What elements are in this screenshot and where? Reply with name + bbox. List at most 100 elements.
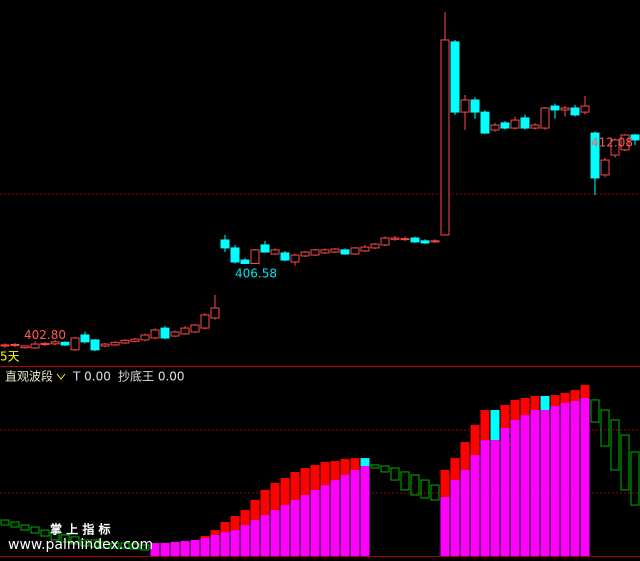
cap-bar [530, 395, 540, 411]
candle-body [550, 105, 560, 111]
base-bar [160, 543, 170, 556]
green-box [90, 539, 100, 548]
cap-bar [350, 458, 360, 470]
candle-body [460, 99, 470, 113]
green-box [610, 419, 620, 471]
base-bar [440, 496, 450, 556]
candle-body [70, 337, 80, 351]
base-bar [310, 489, 320, 556]
base-bar [340, 475, 350, 556]
cap-bar [200, 536, 210, 538]
candle-body [310, 249, 320, 256]
cap-bar [250, 500, 260, 520]
candle-body [230, 247, 240, 263]
cap-bar [470, 424, 480, 456]
green-box [420, 479, 430, 499]
green-box [0, 519, 10, 526]
base-bar [330, 480, 340, 556]
candle-body [510, 119, 520, 129]
candle-body [80, 334, 90, 343]
cap-bar [330, 460, 340, 481]
candle-body [30, 343, 40, 349]
candle-body [630, 134, 640, 141]
candle-body [490, 124, 500, 131]
candle-body [190, 324, 200, 333]
base-bar [490, 440, 500, 556]
cap-bar [510, 399, 520, 420]
green-box [140, 544, 150, 551]
base-bar [230, 530, 240, 556]
candle-body [340, 249, 350, 255]
base-bar [300, 494, 310, 556]
base-bar [530, 410, 540, 556]
candle-body [220, 239, 230, 249]
green-box [50, 532, 60, 541]
candle-body [560, 107, 570, 111]
cap-bar [490, 410, 500, 441]
candle-body [610, 139, 620, 156]
plot: 402.80 406.58 412.08 [0, 12, 640, 556]
candle-body [360, 246, 370, 252]
candle-body [150, 329, 160, 339]
candle-body [520, 117, 530, 129]
candle-body [270, 249, 280, 255]
base-bar [520, 415, 530, 556]
candle-body [280, 252, 290, 261]
cap-bar [290, 471, 300, 501]
green-box [400, 471, 410, 491]
candle-body [100, 343, 110, 347]
candle-body [90, 339, 100, 351]
candle-body [320, 249, 330, 254]
candle-body [60, 341, 70, 346]
cap-bar [540, 395, 550, 411]
price-annotation: 402.80 [24, 328, 66, 342]
candle-body [160, 327, 170, 339]
candle-body [600, 159, 610, 176]
base-bar [250, 520, 260, 556]
base-bar [260, 514, 270, 556]
dropdown-icon [56, 373, 66, 380]
candle-body [410, 237, 420, 243]
green-box [30, 526, 40, 534]
cap-bar [240, 509, 250, 526]
base-bar [290, 500, 300, 556]
green-box [80, 539, 90, 547]
indicator-title: 直观波段 [5, 369, 53, 384]
candle-body [350, 247, 360, 255]
green-box [40, 529, 50, 537]
candle-body [390, 237, 400, 240]
base-bar [570, 401, 580, 556]
cap-bar [230, 516, 240, 531]
green-box [120, 542, 130, 549]
green-box [620, 434, 630, 491]
base-bar [460, 469, 470, 556]
cap-bar [450, 458, 460, 481]
cap-bar [570, 390, 580, 402]
base-bar [470, 455, 480, 556]
candle-body [110, 341, 120, 346]
candle-body [250, 249, 260, 264]
green-box [130, 543, 140, 550]
cap-bar [270, 482, 280, 510]
watermark-title: 掌 上 指 标 [50, 522, 111, 537]
candle-body [0, 344, 10, 347]
candle-body [590, 132, 600, 179]
candle-body [10, 343, 20, 347]
candle-body [450, 41, 460, 113]
base-bar [150, 543, 160, 556]
candle-body [430, 240, 440, 243]
candle-body [200, 314, 210, 329]
cap-bar [520, 397, 530, 416]
green-box [370, 464, 380, 469]
cap-bar [220, 521, 230, 533]
cap-bar [550, 395, 560, 407]
cap-bar [300, 467, 310, 495]
candle-body [210, 307, 220, 319]
candle-body [130, 338, 140, 342]
candle-body [620, 134, 630, 151]
indicator-label: 抄底王 0.00 [118, 369, 185, 384]
candle-body [300, 251, 310, 257]
base-bar [510, 419, 520, 556]
